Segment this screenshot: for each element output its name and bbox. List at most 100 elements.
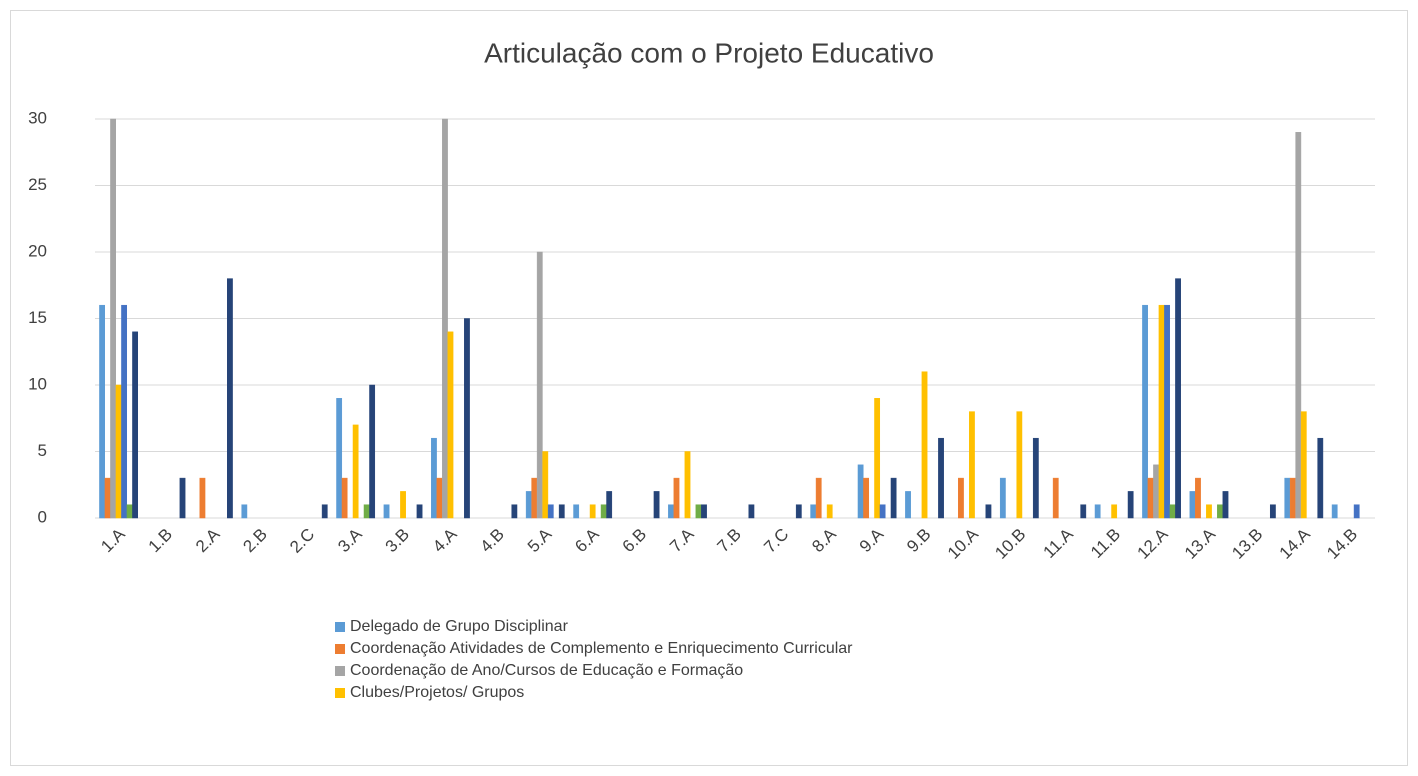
- bar: [684, 451, 691, 519]
- bar: [1295, 132, 1302, 519]
- bar: [341, 477, 348, 519]
- legend-label: Coordenação de Ano/Cursos de Educação e …: [350, 662, 743, 679]
- bar: [126, 504, 133, 519]
- y-tick-label: 10: [28, 374, 47, 393]
- bar: [1094, 504, 1101, 519]
- chart-title: Articulação com o Projeto Educativo: [484, 37, 934, 68]
- y-tick-label: 25: [28, 175, 47, 194]
- bar: [442, 118, 448, 519]
- bar: [547, 504, 554, 519]
- bar: [857, 464, 864, 519]
- bar: [810, 504, 817, 519]
- bar: [383, 504, 390, 519]
- bar: [1331, 504, 1338, 519]
- bar: [447, 331, 454, 519]
- bar: [673, 477, 680, 519]
- bar: [695, 504, 702, 519]
- legend-label: Coordenação Atividades de Complemento e …: [350, 640, 853, 657]
- bar: [905, 491, 911, 519]
- bar: [436, 477, 443, 519]
- bar: [653, 491, 660, 519]
- bar: [431, 437, 437, 519]
- bar: [1142, 304, 1148, 519]
- bar: [1127, 491, 1134, 519]
- legend-swatch: [335, 622, 345, 632]
- bar: [1175, 278, 1181, 519]
- bar: [1317, 437, 1324, 519]
- bar: [241, 504, 248, 519]
- y-tick-label: 20: [28, 241, 47, 260]
- bar: [416, 504, 423, 519]
- bar: [874, 398, 881, 519]
- bar: [199, 477, 206, 519]
- bar: [879, 504, 886, 519]
- bar: [1032, 437, 1039, 519]
- bar: [99, 304, 106, 519]
- bar: [921, 371, 928, 519]
- bar: [938, 437, 944, 519]
- bar: [890, 477, 897, 519]
- bar: [958, 477, 964, 519]
- legend-label: Delegado de Grupo Disciplinar: [350, 618, 569, 635]
- bar: [1289, 477, 1296, 519]
- legend-swatch: [335, 644, 345, 654]
- bar: [1158, 304, 1165, 519]
- bar: [336, 398, 343, 519]
- bar: [969, 411, 975, 519]
- bar: [1300, 411, 1307, 519]
- bar: [525, 491, 532, 519]
- chart-border: [10, 10, 1408, 766]
- y-tick-label: 15: [28, 308, 47, 327]
- bar: [863, 477, 870, 519]
- bar: [363, 504, 370, 519]
- bar: [1169, 504, 1176, 519]
- bar: [1353, 504, 1360, 519]
- bar: [352, 424, 359, 519]
- bar: [321, 504, 328, 519]
- bar: [227, 278, 233, 519]
- bar: [115, 384, 122, 519]
- bar: [369, 384, 376, 519]
- bar: [1189, 491, 1196, 519]
- bar: [1080, 504, 1087, 519]
- legend-label: Clubes/Projetos/ Grupos: [350, 684, 524, 701]
- bar: [1195, 477, 1201, 519]
- bar: [606, 491, 613, 519]
- bar: [1164, 304, 1170, 519]
- bar: [1016, 411, 1023, 519]
- bar: [1147, 477, 1154, 519]
- bar: [542, 451, 549, 519]
- bar: [1111, 504, 1118, 519]
- bar: [815, 477, 822, 519]
- bar: [1284, 477, 1291, 519]
- bar: [985, 504, 992, 519]
- y-tick-label: 5: [38, 441, 47, 460]
- bar: [573, 504, 580, 519]
- bar: [600, 504, 607, 519]
- bar: [701, 504, 707, 519]
- bar: [536, 251, 543, 519]
- bar: [558, 504, 565, 519]
- bar: [668, 504, 674, 519]
- bar: [464, 318, 470, 519]
- bar: [1052, 477, 1059, 519]
- y-tick-label: 30: [28, 108, 47, 127]
- legend-swatch: [335, 688, 345, 698]
- y-tick-label: 0: [38, 507, 47, 526]
- bar: [511, 504, 518, 519]
- bar: [795, 504, 802, 519]
- bar: [1269, 504, 1276, 519]
- bar: [1206, 504, 1212, 519]
- bar: [132, 331, 139, 519]
- bar: [1153, 464, 1159, 519]
- bar: [121, 304, 128, 519]
- bar: [531, 477, 538, 519]
- bar: [826, 504, 833, 519]
- bar: [400, 491, 406, 519]
- legend-swatch: [335, 666, 345, 676]
- bar: [1217, 504, 1223, 519]
- bar: [589, 504, 596, 519]
- bar: [748, 504, 755, 519]
- bar: [1222, 491, 1229, 519]
